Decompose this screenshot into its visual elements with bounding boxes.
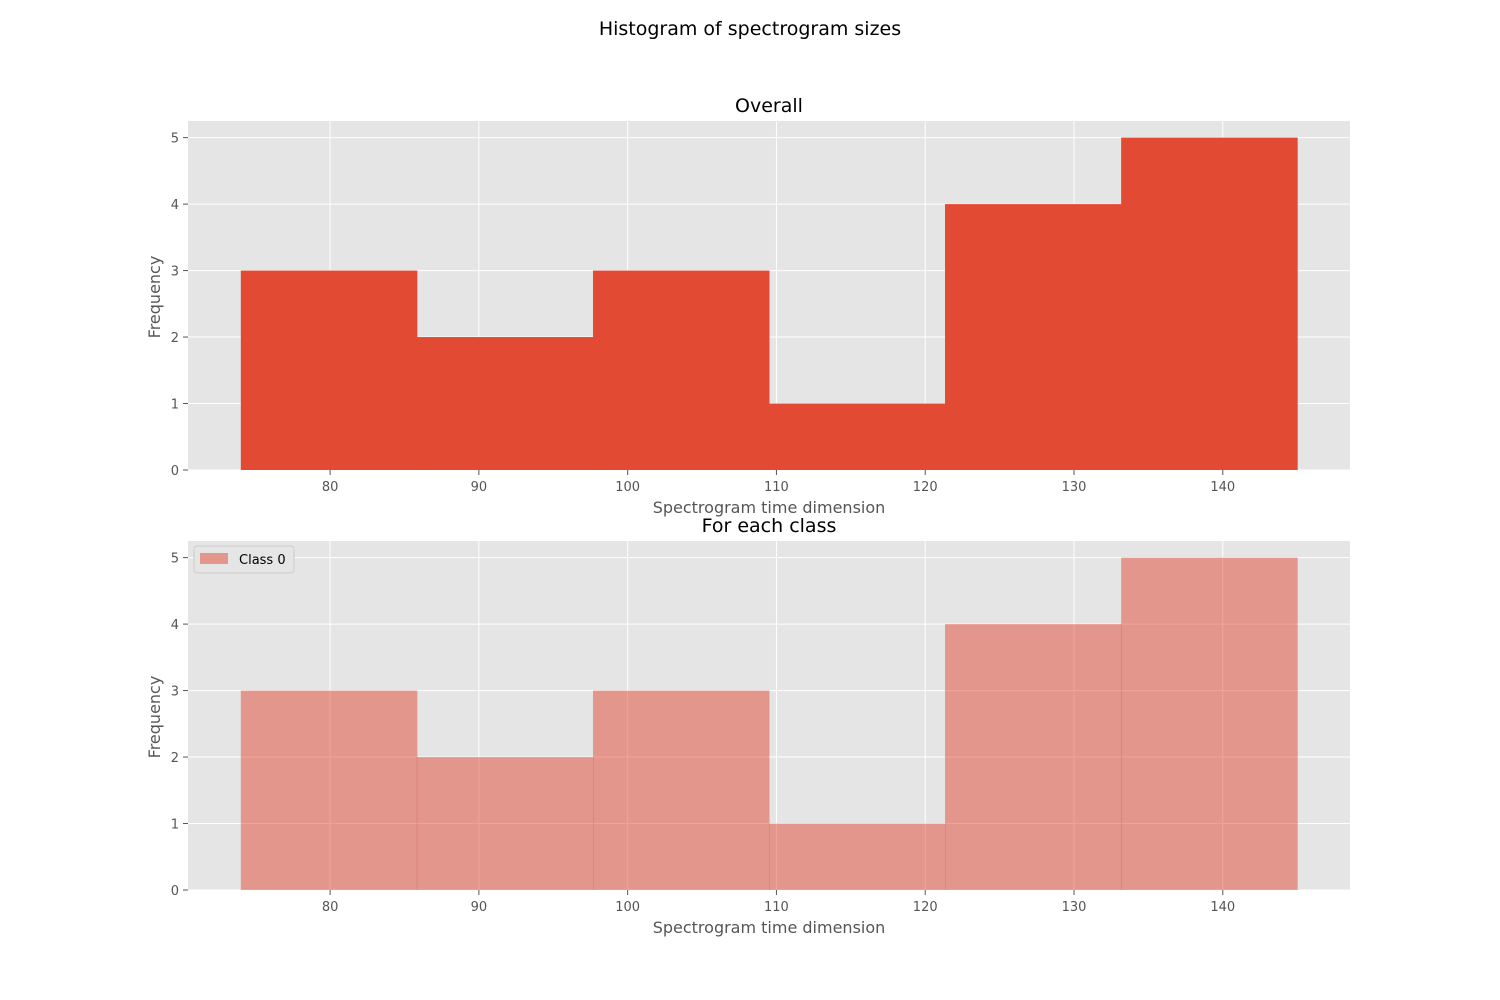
x-tick-label: 100 (615, 900, 640, 915)
y-tick-label: 4 (171, 618, 179, 633)
x-tick-label: 120 (913, 480, 938, 495)
histogram-bar (592, 270, 770, 470)
legend-swatch (200, 553, 228, 564)
x-tick-label: 120 (913, 900, 938, 915)
x-tick-labels: 80 90 100 110 120 130 140 (322, 890, 1235, 915)
histogram-bar (945, 204, 1122, 470)
histogram-bar (416, 337, 594, 470)
legend-frame (193, 545, 295, 574)
y-tick-labels: 0 1 2 3 4 5 (171, 132, 188, 479)
y-tick-label: 4 (171, 198, 179, 213)
y-tick-label: 5 (171, 132, 179, 147)
histogram-bar (1121, 137, 1298, 470)
y-tick-label: 2 (171, 751, 179, 766)
histogram-bar (769, 403, 946, 470)
x-tick-label: 90 (471, 900, 488, 915)
overall-histogram: 80 90 100 110 120 130 140 0 1 2 3 4 5 Overall Spect… (145, 95, 1350, 517)
histogram-bar (1121, 557, 1298, 890)
y-axis-label: Frequency (145, 256, 164, 339)
y-tick-label: 3 (171, 265, 179, 280)
histogram-bar (240, 270, 418, 470)
histogram-bar (592, 690, 770, 890)
x-tick-label: 110 (764, 900, 789, 915)
x-tick-label: 80 (322, 900, 339, 915)
histogram-bars (240, 137, 1298, 470)
figure-suptitle: Histogram of spectrogram sizes (599, 18, 901, 40)
x-tick-label: 100 (615, 480, 640, 495)
histogram-bar (769, 823, 946, 890)
y-tick-label: 0 (171, 884, 179, 899)
y-tick-label: 2 (171, 331, 179, 346)
x-tick-label: 90 (471, 480, 488, 495)
y-tick-label: 1 (171, 398, 179, 413)
y-tick-label: 1 (171, 818, 179, 833)
x-axis-label: Spectrogram time dimension (653, 918, 886, 937)
y-tick-label: 0 (171, 464, 179, 479)
x-tick-label: 130 (1062, 900, 1087, 915)
y-tick-labels: 0 1 2 3 4 5 (171, 552, 188, 899)
x-tick-label: 130 (1062, 480, 1087, 495)
histogram-bar (945, 624, 1122, 890)
plot-title: Overall (735, 95, 803, 117)
y-tick-label: 3 (171, 685, 179, 700)
x-tick-label: 140 (1210, 900, 1235, 915)
legend: Class 0 (193, 545, 295, 574)
plot-title: For each class (702, 515, 837, 537)
y-tick-label: 5 (171, 552, 179, 567)
x-tick-label: 80 (322, 480, 339, 495)
y-axis-label: Frequency (145, 676, 164, 759)
x-tick-labels: 80 90 100 110 120 130 140 (322, 470, 1235, 495)
x-axis-label: Spectrogram time dimension (653, 498, 886, 517)
per-class-histogram: 80 90 100 110 120 130 140 0 1 2 3 4 5 For each clas… (145, 515, 1350, 937)
x-tick-label: 110 (764, 480, 789, 495)
histogram-bar (416, 757, 594, 890)
histogram-bar (240, 690, 418, 890)
legend-label: Class 0 (239, 553, 286, 568)
x-tick-label: 140 (1210, 480, 1235, 495)
histogram-bars (240, 557, 1298, 890)
